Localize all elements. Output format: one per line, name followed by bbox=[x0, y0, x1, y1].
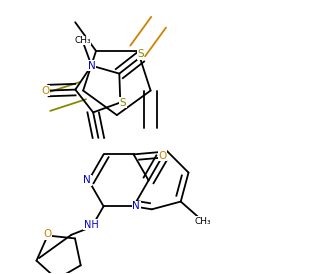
Text: N: N bbox=[83, 175, 91, 185]
Text: N: N bbox=[132, 201, 140, 211]
Text: NH: NH bbox=[84, 219, 98, 230]
Text: CH₃: CH₃ bbox=[75, 36, 91, 45]
Text: S: S bbox=[119, 98, 126, 107]
Text: CH₃: CH₃ bbox=[194, 216, 211, 226]
Text: N: N bbox=[88, 61, 95, 71]
Text: O: O bbox=[44, 229, 52, 239]
Text: O: O bbox=[41, 85, 50, 96]
Text: S: S bbox=[137, 49, 144, 59]
Text: O: O bbox=[158, 151, 167, 161]
